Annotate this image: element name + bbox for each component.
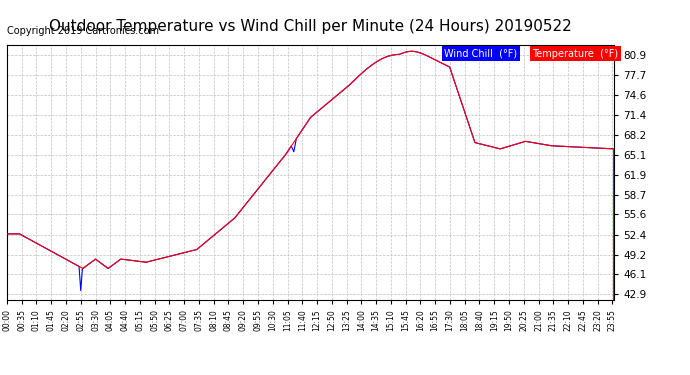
Text: Copyright 2019 Cartronics.com: Copyright 2019 Cartronics.com — [7, 26, 159, 36]
Text: Wind Chill  (°F): Wind Chill (°F) — [444, 49, 518, 59]
Text: Temperature  (°F): Temperature (°F) — [532, 49, 618, 59]
Text: Outdoor Temperature vs Wind Chill per Minute (24 Hours) 20190522: Outdoor Temperature vs Wind Chill per Mi… — [49, 19, 572, 34]
